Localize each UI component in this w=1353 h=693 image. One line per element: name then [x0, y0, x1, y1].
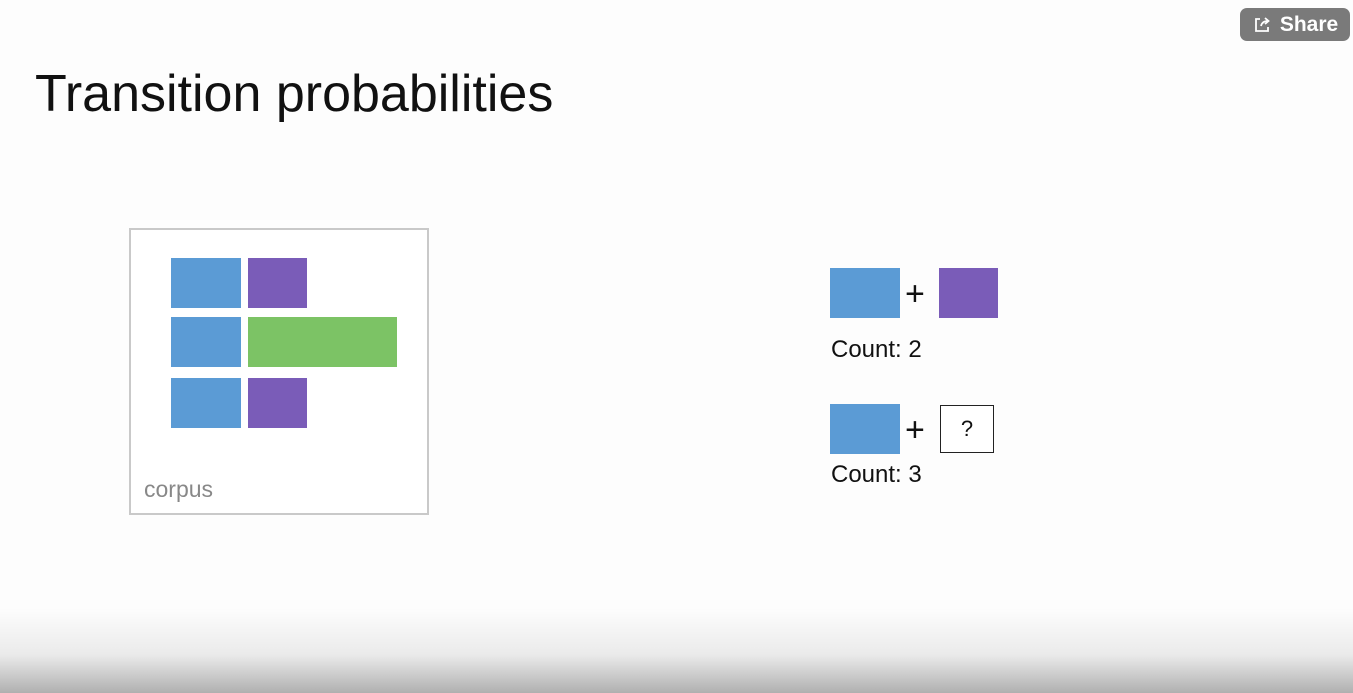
corpus-blue-block-3 — [171, 378, 241, 428]
corpus-purple-block-1 — [248, 258, 307, 308]
question-mark: ? — [960, 416, 974, 441]
corpus-blue-block-1 — [171, 258, 241, 308]
corpus-label: corpus — [144, 476, 214, 502]
transition-2-count: Count: 3 — [831, 461, 922, 488]
transition-1-blue-block — [830, 268, 900, 318]
share-label: Share — [1279, 12, 1339, 36]
corpus-blue-block-2 — [171, 317, 241, 367]
transition-1-count: Count: 2 — [831, 336, 922, 363]
corpus-box: corpus — [129, 228, 429, 515]
video-bottom-gradient — [0, 608, 1353, 693]
transition-2-unknown-box: ? — [940, 405, 994, 453]
share-button[interactable]: Share — [1240, 8, 1350, 41]
slide-title: Transition probabilities — [35, 65, 554, 123]
corpus-purple-block-2 — [248, 378, 307, 428]
share-icon — [1254, 16, 1270, 32]
transition-1-plus: + — [905, 275, 925, 313]
transition-1-purple-block — [939, 268, 998, 318]
transition-2-blue-block — [830, 404, 900, 454]
corpus-green-block — [248, 317, 397, 367]
transition-2-plus: + — [905, 411, 925, 449]
